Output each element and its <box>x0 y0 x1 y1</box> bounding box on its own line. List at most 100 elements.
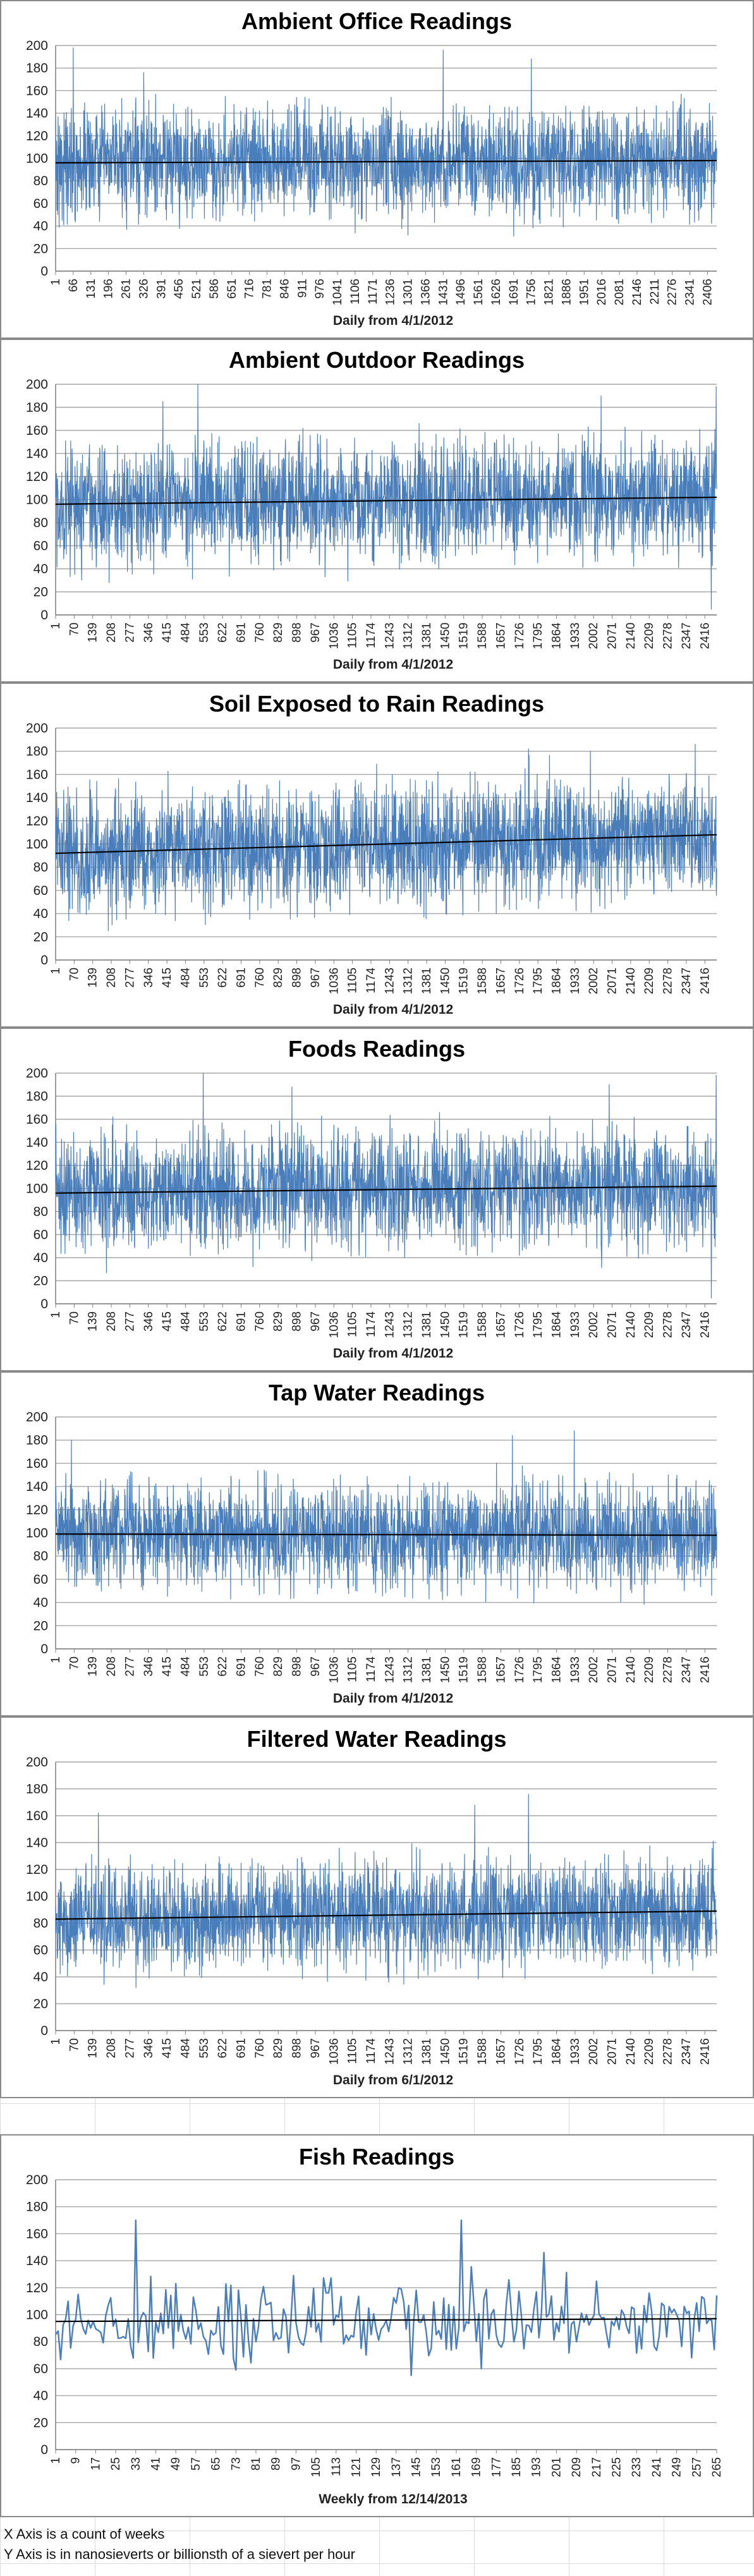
x-tick-label: 249 <box>671 2457 684 2477</box>
x-tick-label: 2416 <box>698 623 712 649</box>
y-tick-label: 80 <box>33 174 48 188</box>
y-tick-label: 160 <box>26 1456 48 1471</box>
x-tick-label: 2002 <box>587 968 600 994</box>
chart-svg: Foods Readings 0 20 40 60 80 100 120 140 160 180 2… <box>26 1036 717 1361</box>
x-tick-label: 70 <box>68 1656 81 1670</box>
y-tick-label: 80 <box>33 1916 48 1931</box>
x-tick-label: 2278 <box>662 623 675 649</box>
x-tick-label: 1933 <box>569 2038 582 2065</box>
x-tick-label: 2071 <box>606 1311 619 1338</box>
x-tick-label: 201 <box>550 2457 563 2477</box>
chart-panel-ambient-office[interactable]: Ambient Office Readings 0 20 40 60 80 100 120 1… <box>0 0 754 339</box>
x-tick-label: 145 <box>410 2457 423 2477</box>
axis-note-x: X Axis is a count of weeks <box>4 2526 165 2542</box>
x-tick-label: 2071 <box>606 623 619 649</box>
x-tick-label: 898 <box>291 2038 304 2058</box>
x-tick-label: 1795 <box>532 968 545 994</box>
x-tick-label: 1795 <box>532 1311 545 1338</box>
x-tick-label: 1450 <box>439 2038 452 2065</box>
x-tick-label: 346 <box>142 623 155 643</box>
x-tick-label: 1105 <box>346 623 360 648</box>
x-axis-label: Daily from 4/1/2012 <box>333 1346 453 1361</box>
y-tick-label: 180 <box>26 1090 48 1104</box>
x-tick-label: 2278 <box>662 1311 675 1338</box>
y-tick-label: 60 <box>33 197 48 211</box>
x-tick-label: 622 <box>216 968 229 988</box>
chart-svg: Ambient Outdoor Readings 020406080100120… <box>26 347 717 672</box>
y-tick-label: 160 <box>26 2227 48 2241</box>
x-tick-label: 2278 <box>662 1656 675 1683</box>
y-tick-label: 180 <box>26 1782 48 1797</box>
y-tick-label: 140 <box>26 106 48 121</box>
trend-line <box>55 159 717 164</box>
x-tick-label: 217 <box>590 2457 604 2477</box>
x-tick-label: 2002 <box>587 1311 600 1338</box>
x-tick-label: 2002 <box>587 623 600 649</box>
x-tick-label: 1236 <box>384 279 398 305</box>
y-tick-label: 0 <box>40 2024 48 2038</box>
x-tick-label: 2209 <box>643 2038 656 2065</box>
x-tick-label: 1 <box>49 623 63 629</box>
x-tick-label: 70 <box>68 968 81 981</box>
x-tick-label: 1795 <box>532 623 545 649</box>
y-tick-label: 120 <box>26 1158 48 1173</box>
chart-panel-tap-water[interactable]: Tap Water Readings 0 20 40 60 80 100 120 140 160… <box>0 1371 754 1716</box>
chart-svg: Ambient Office Readings 0204060801001201… <box>26 8 717 328</box>
x-tick-label: 2209 <box>643 1656 656 1683</box>
x-tick-label: 1381 <box>420 1656 434 1683</box>
y-tick-label: 0 <box>40 2443 48 2457</box>
x-tick-label: 1933 <box>569 968 582 994</box>
y-tick-label: 40 <box>33 562 48 576</box>
x-tick-label: 484 <box>179 2038 192 2058</box>
x-tick-label: 1105 <box>346 968 360 993</box>
y-tick-label: 200 <box>26 377 48 392</box>
trend-line <box>55 1533 717 1536</box>
y-tick-label: 140 <box>26 1479 48 1494</box>
chart-panel-filtered-water[interactable]: Filtered Water Readings 0 20 40 60 80 100 120 1… <box>0 1716 754 2098</box>
x-tick-label: 208 <box>105 2038 118 2058</box>
x-tick-label: 829 <box>272 968 285 988</box>
y-tick-label: 140 <box>26 447 48 461</box>
x-tick-label: 967 <box>309 968 322 988</box>
x-tick-label: 1886 <box>560 279 573 305</box>
x-tick-label: 1726 <box>513 623 526 649</box>
y-tick-label: 160 <box>26 1809 48 1823</box>
x-tick-label: 1174 <box>365 2038 378 2064</box>
y-tick-label: 0 <box>40 608 48 623</box>
x-tick-label: 81 <box>250 2457 263 2470</box>
x-tick-label: 456 <box>173 279 186 299</box>
x-tick-label: 1036 <box>327 2038 341 2065</box>
x-tick-label: 1519 <box>458 1656 471 1683</box>
x-tick-label: 2140 <box>624 1311 638 1338</box>
chart-title: Ambient Outdoor Readings <box>229 347 525 373</box>
x-tick-label: 691 <box>235 968 248 988</box>
x-tick-label: 586 <box>208 279 221 299</box>
x-tick-label: 2002 <box>587 1656 600 1683</box>
x-axis-label: Weekly from 12/14/2013 <box>319 2492 467 2506</box>
y-tick-label: 160 <box>26 1112 48 1127</box>
y-tick-label: 160 <box>26 423 48 438</box>
x-tick-label: 1174 <box>365 968 378 993</box>
x-tick-label: 1588 <box>476 2038 489 2065</box>
x-tick-label: 1174 <box>365 1311 378 1337</box>
x-tick-label: 225 <box>611 2457 624 2477</box>
chart-panel-foods[interactable]: Foods Readings 0 20 40 60 80 100 120 140 160 180 2… <box>0 1028 754 1371</box>
x-tick-label: 1 <box>49 1311 63 1318</box>
x-tick-label: 716 <box>243 279 257 299</box>
x-tick-label: 521 <box>190 279 204 299</box>
y-tick-label: 120 <box>26 1862 48 1877</box>
y-tick-label: 20 <box>33 1274 48 1289</box>
x-tick-label: 622 <box>216 1656 229 1677</box>
y-tick-label: 120 <box>26 129 48 143</box>
chart-panel-soil-rain[interactable]: Soil Exposed to Rain Readings 0 20 40 60 80 1… <box>0 683 754 1028</box>
chart-panel-ambient-outdoor[interactable]: Ambient Outdoor Readings 0 20 40 60 80 100 120… <box>0 339 754 683</box>
x-tick-label: 1036 <box>327 968 341 994</box>
x-tick-label: 161 <box>450 2457 463 2477</box>
x-tick-label: 1 <box>49 279 63 286</box>
x-tick-label: 1301 <box>402 279 415 305</box>
x-tick-label: 193 <box>530 2457 544 2477</box>
y-tick-label: 40 <box>33 219 48 234</box>
x-tick-label: 1588 <box>476 623 489 649</box>
chart-panel-fish[interactable]: Fish Readings 0 20 40 60 80 100 120 140 160 180 20… <box>0 2134 754 2517</box>
x-tick-label: 1312 <box>402 1311 415 1338</box>
